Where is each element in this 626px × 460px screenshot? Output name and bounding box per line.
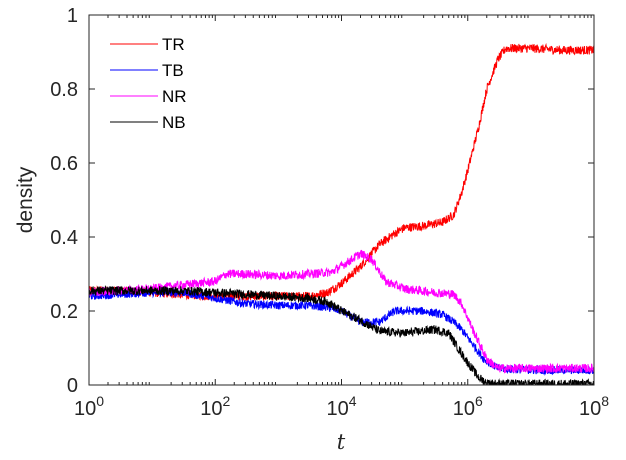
x-tick-label: 104: [326, 393, 356, 420]
x-axis-label: t: [337, 430, 346, 454]
legend-label-nr: NR: [162, 87, 187, 106]
x-tick-label: 100: [74, 393, 104, 420]
y-tick-label: 1: [67, 5, 78, 27]
series-line-tb: [89, 287, 594, 376]
y-tick-label: 0.6: [50, 153, 78, 175]
legend-label-tr: TR: [162, 35, 185, 54]
x-tick-label: 106: [453, 393, 483, 420]
x-tick-label: 108: [579, 393, 609, 420]
series-layer: [89, 42, 594, 385]
legend-box: [99, 28, 206, 146]
y-tick-label: 0.8: [50, 79, 78, 101]
tick-layer: 100 102 104 106 108 0 0.2 0.4 0.6 0.8 1: [50, 5, 609, 420]
y-tick-label: 0.2: [50, 301, 78, 323]
legend: TR TB NR NB: [99, 28, 206, 146]
x-tick-label: 102: [200, 393, 230, 420]
legend-label-nb: NB: [162, 113, 186, 132]
series-line-nb: [89, 285, 594, 385]
y-tick-label: 0: [67, 375, 78, 397]
y-axis-label: density: [14, 166, 37, 233]
y-tick-label: 0.4: [50, 227, 78, 249]
legend-label-tb: TB: [162, 61, 184, 80]
